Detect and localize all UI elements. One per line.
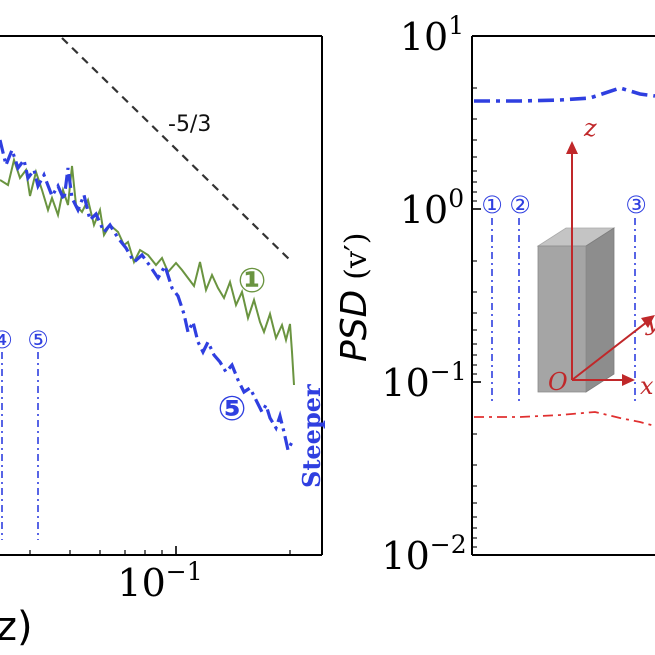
right-marker-label-2: ② <box>509 191 531 219</box>
right-y-tick-label-minus-2: 10−2 <box>381 530 466 578</box>
series-1-line <box>0 156 295 386</box>
right-y-tick-label-minus-1: 10−1 <box>381 357 466 405</box>
inset-origin-label: O <box>548 368 568 396</box>
inset-axis-arrowheads <box>566 141 655 386</box>
right-upper-series-line <box>474 86 655 103</box>
left-x-axis-label: z) <box>0 604 33 650</box>
left-x-minor-ticks <box>29 550 291 555</box>
inset-y-label: y <box>645 308 655 336</box>
series-1-annotation: ① <box>238 261 267 301</box>
series-5-annotation: ⑤ <box>218 389 247 429</box>
steeper-annotation: Steeper <box>297 384 326 488</box>
inset-building-illustration <box>536 227 616 393</box>
left-x-tick-label: 10−1 <box>117 557 202 605</box>
slope-label: -5/3 <box>168 112 211 137</box>
inset-z-label: z <box>583 114 597 142</box>
right-y-major-ticks <box>472 35 481 556</box>
marker-label-4: ④ <box>0 326 13 354</box>
left-panel: -5/3 ④ ⑤ ① ⑤ Steeper 10−1 z) <box>0 35 326 650</box>
right-marker-label-3: ③ <box>625 191 647 219</box>
slope-reference-line <box>61 37 293 263</box>
inset-x-label: x <box>640 372 654 400</box>
series-5-line <box>0 139 294 455</box>
right-lower-series-line <box>474 411 655 427</box>
right-y-minor-ticks <box>472 87 477 548</box>
right-y-axis-label: PSD(v′) <box>334 233 375 362</box>
right-marker-label-1: ① <box>481 191 503 219</box>
right-y-tick-label-1: 101 <box>400 11 464 59</box>
inset-coordinate-axes <box>571 150 653 381</box>
marker-label-5: ⑤ <box>27 326 49 354</box>
right-y-tick-label-0: 100 <box>400 184 464 232</box>
right-panel: 101 100 10−1 10−2 PSD(v′) ① ② ③ <box>334 11 655 578</box>
